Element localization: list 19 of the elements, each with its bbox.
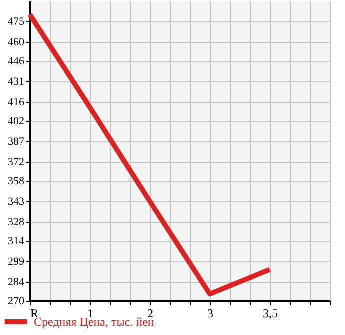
y-tick-label: 314	[8, 236, 25, 248]
y-tick-label: 372	[8, 156, 24, 168]
x-tick-label: 3,5	[263, 306, 278, 320]
y-tick-label: 475	[8, 16, 25, 28]
x-tick-label: 3	[208, 306, 214, 320]
y-tick-label: 446	[8, 56, 25, 68]
y-tick-label: 402	[8, 116, 24, 128]
y-tick-label: 387	[8, 136, 25, 148]
y-tick-label: 358	[8, 176, 25, 188]
y-tick-label: 431	[8, 76, 24, 88]
y-tick-label: 299	[8, 256, 25, 268]
x-tick-label: 1	[88, 306, 94, 320]
y-tick-label: 270	[8, 296, 25, 308]
x-tick-label: 2	[148, 306, 154, 320]
y-tick-label: 416	[8, 96, 25, 108]
y-tick-label: 460	[8, 36, 25, 48]
y-tick-label: 328	[8, 216, 25, 228]
y-tick-label: 284	[8, 276, 25, 288]
y-tick-label: 343	[8, 196, 25, 208]
